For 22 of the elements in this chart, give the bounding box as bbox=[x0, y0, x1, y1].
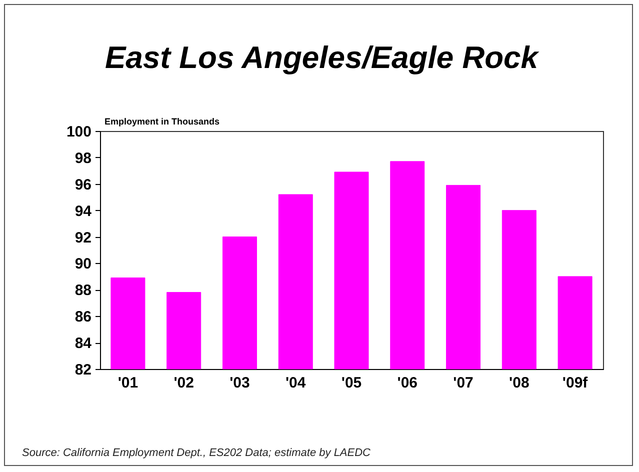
y-tick-label: 98 bbox=[74, 150, 92, 167]
chart-title: East Los Angeles/Eagle Rock bbox=[104, 40, 540, 75]
x-tick-label: '03 bbox=[230, 374, 250, 392]
source-note: Source: California Employment Dept., ES202 Data; estimate by LAEDC bbox=[22, 447, 370, 459]
x-tick-label: '04 bbox=[285, 374, 306, 392]
y-tick-label: 84 bbox=[74, 335, 92, 352]
x-tick-label: '05 bbox=[341, 374, 362, 392]
y-tick-label: 94 bbox=[74, 202, 92, 220]
y-tick-label: 100 bbox=[66, 124, 92, 140]
x-tick-label: '08 bbox=[509, 374, 530, 392]
y-tick-label: 90 bbox=[74, 256, 92, 273]
y-tick-label: 88 bbox=[74, 282, 92, 300]
x-tick-label: '09f bbox=[562, 374, 589, 392]
y-axis-title: Employment in Thousands bbox=[104, 116, 220, 126]
y-tick-label: 86 bbox=[74, 308, 92, 326]
x-tick-label: '07 bbox=[453, 374, 474, 392]
x-tick-label: '06 bbox=[397, 374, 418, 392]
y-tick-label: 92 bbox=[74, 229, 92, 246]
x-tick-label: '02 bbox=[174, 374, 194, 392]
x-tick-label: '01 bbox=[118, 374, 138, 392]
y-tick-label: 82 bbox=[74, 362, 92, 378]
y-tick-label: 96 bbox=[74, 176, 92, 194]
